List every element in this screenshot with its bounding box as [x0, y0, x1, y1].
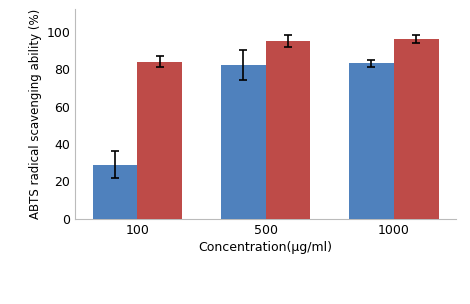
Bar: [394, 39, 439, 219]
Bar: [349, 64, 394, 219]
Bar: [93, 164, 137, 219]
Bar: [266, 41, 310, 219]
Bar: [137, 61, 182, 219]
Bar: [221, 65, 266, 219]
X-axis label: Concentration(μg/ml): Concentration(μg/ml): [198, 241, 333, 254]
Y-axis label: ABTS radical scavenging ability (%): ABTS radical scavenging ability (%): [29, 9, 42, 219]
